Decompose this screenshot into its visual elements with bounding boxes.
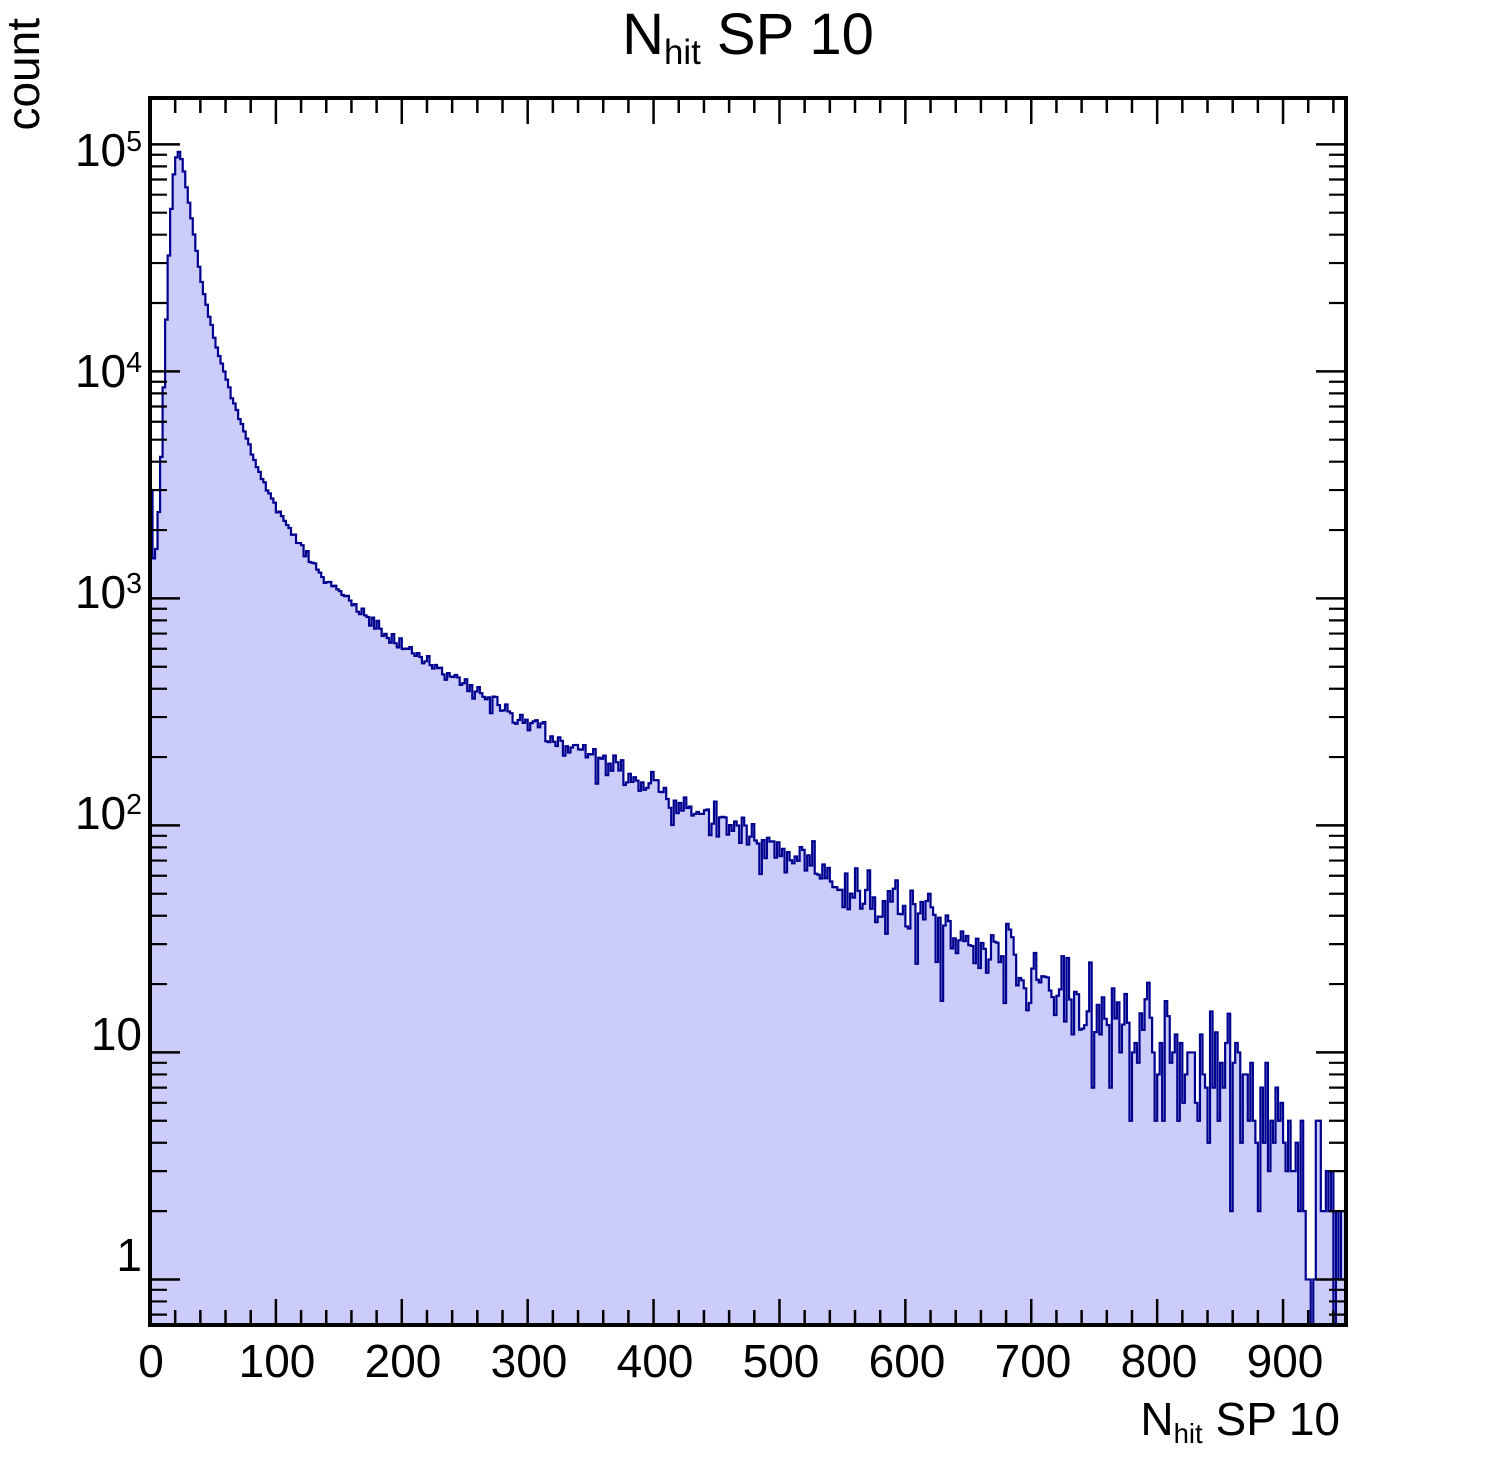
histogram-area bbox=[150, 151, 1346, 1326]
x-tick-0: 0 bbox=[138, 1335, 164, 1387]
x-axis-title-prefix: N bbox=[1140, 1393, 1174, 1445]
y-tick-100000: 105 bbox=[74, 124, 142, 176]
histogram-step-line bbox=[150, 150, 1346, 1327]
x-tick-600: 600 bbox=[868, 1335, 946, 1387]
x-tick-400: 400 bbox=[616, 1335, 694, 1387]
y-tick-10000: 104 bbox=[74, 345, 142, 397]
x-axis-title-subscript: hit bbox=[1173, 1418, 1203, 1450]
title-subscript: hit bbox=[664, 33, 701, 73]
x-axis-title: Nhit SP 10 bbox=[900, 1392, 1341, 1450]
histogram-fill bbox=[150, 151, 1346, 1326]
page-title: Nhit SP 10 bbox=[0, 6, 1496, 71]
plot-frame bbox=[148, 96, 1348, 1327]
x-tick-100: 100 bbox=[238, 1335, 316, 1387]
title-prefix: N bbox=[622, 2, 665, 67]
title-suffix: SP 10 bbox=[700, 2, 874, 67]
y-tick-100: 102 bbox=[74, 787, 142, 839]
x-tick-900: 900 bbox=[1246, 1335, 1324, 1387]
x-axis-title-suffix: SP 10 bbox=[1202, 1393, 1341, 1445]
x-tick-200: 200 bbox=[364, 1335, 442, 1387]
x-tick-800: 800 bbox=[1120, 1335, 1198, 1387]
histogram-outline bbox=[150, 150, 1346, 1327]
y-tick-1000: 103 bbox=[74, 566, 142, 618]
x-tick-700: 700 bbox=[994, 1335, 1072, 1387]
y-tick-1: 1 bbox=[116, 1229, 142, 1281]
x-tick-300: 300 bbox=[490, 1335, 568, 1387]
y-axis-tick-labels: 1 10 102 103 104 105 bbox=[0, 0, 142, 1472]
x-tick-500: 500 bbox=[742, 1335, 820, 1387]
y-tick-10: 10 bbox=[90, 1008, 142, 1060]
axis-frame bbox=[148, 96, 1348, 1327]
